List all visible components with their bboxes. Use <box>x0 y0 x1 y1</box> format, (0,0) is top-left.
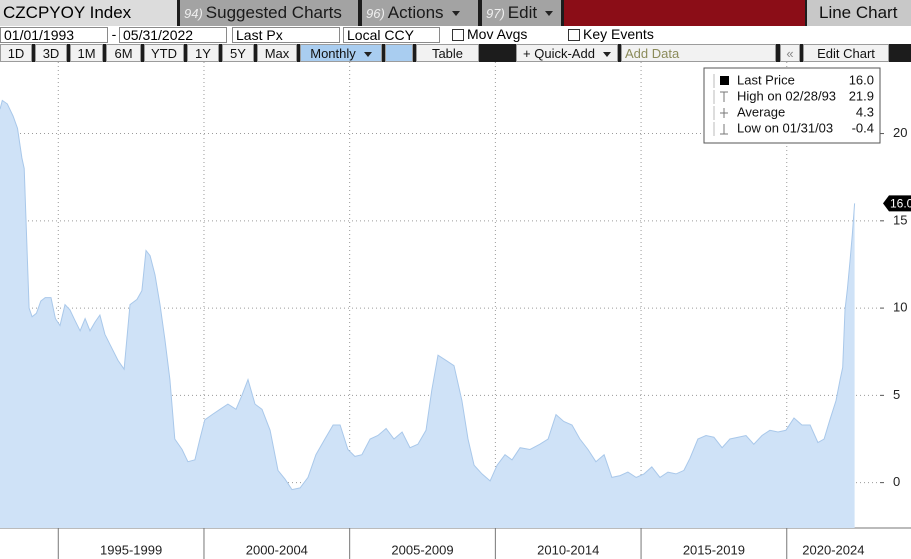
x-tick-label: 2015-2019 <box>683 542 745 557</box>
x-tick-label: 2010-2014 <box>537 542 599 557</box>
blank-button[interactable] <box>385 44 413 62</box>
field-select[interactable]: Last Px <box>232 27 340 43</box>
security-field[interactable]: CZCPYOY Index <box>0 0 177 26</box>
checkbox[interactable]: Key Events <box>566 27 686 43</box>
legend-label: Low on 01/31/03 <box>737 120 833 135</box>
legend-label: High on 02/28/93 <box>737 88 836 103</box>
y-tick-label: 10 <box>893 300 907 315</box>
start-date[interactable]: 01/01/1993 <box>0 27 108 43</box>
date-separator: - <box>111 27 117 42</box>
menu-number: 96) <box>366 6 385 21</box>
y-tick-label: 15 <box>893 212 907 227</box>
last-value-label: 16.0 <box>890 197 911 211</box>
add-data-field[interactable]: Add Data <box>621 44 776 62</box>
y-tick-label: 5 <box>893 387 900 402</box>
range-button[interactable]: 3D <box>35 44 67 62</box>
legend-value: 21.9 <box>849 88 874 103</box>
edit-chart-button[interactable]: Edit Chart <box>803 44 889 62</box>
menu-button[interactable]: 94) Suggested Charts <box>180 0 358 26</box>
chart-type[interactable]: Line Chart <box>807 0 911 26</box>
area-fill <box>0 100 855 529</box>
checkbox[interactable]: Mov Avgs <box>450 27 560 43</box>
range-button[interactable]: 1Y <box>187 44 219 62</box>
menu-number: 94) <box>184 6 203 21</box>
menu-label: Suggested Charts <box>205 3 342 22</box>
status-bar <box>564 0 805 26</box>
x-tick-label: 2020-2024 <box>802 542 864 557</box>
end-date[interactable]: 05/31/2022 <box>119 27 227 43</box>
last-value-tag <box>883 195 911 212</box>
table-button[interactable]: Table <box>416 44 479 62</box>
menu-label[interactable]: Actions <box>388 3 460 22</box>
x-tick-label: 2005-2009 <box>391 542 453 557</box>
y-tick-label: 20 <box>893 125 907 140</box>
legend-value: 4.3 <box>856 104 874 119</box>
series-line <box>0 99 856 491</box>
x-tick-label: 1995-1999 <box>100 542 162 557</box>
frequency-select[interactable]: Monthly <box>300 44 382 62</box>
legend-box <box>703 67 881 144</box>
range-button[interactable]: Max <box>257 44 297 62</box>
legend-label: Average <box>737 104 785 119</box>
legend-value: -0.4 <box>852 120 874 135</box>
legend-icon <box>720 76 729 85</box>
range-button[interactable]: YTD <box>144 44 184 62</box>
legend-value: 16.0 <box>849 72 874 87</box>
y-tick-label: 0 <box>893 474 900 489</box>
range-button[interactable]: 6M <box>106 44 141 62</box>
range-button[interactable]: 5Y <box>222 44 254 62</box>
chart: 0 5 10 15 20 1995-1999 2000-2004 2005-2009 2010-… <box>0 62 911 559</box>
menu-label[interactable]: Edit <box>508 3 553 22</box>
currency-select[interactable]: Local CCY <box>343 27 440 43</box>
quick-add-button[interactable]: + Quick-Add <box>516 44 618 62</box>
legend-label: Last Price <box>737 72 795 87</box>
range-button[interactable]: 1M <box>70 44 103 62</box>
x-tick-label: 2000-2004 <box>246 542 308 557</box>
menu-number: 97) <box>486 6 505 21</box>
collapse-button[interactable]: « <box>780 44 800 62</box>
range-button[interactable]: 1D <box>0 44 32 62</box>
